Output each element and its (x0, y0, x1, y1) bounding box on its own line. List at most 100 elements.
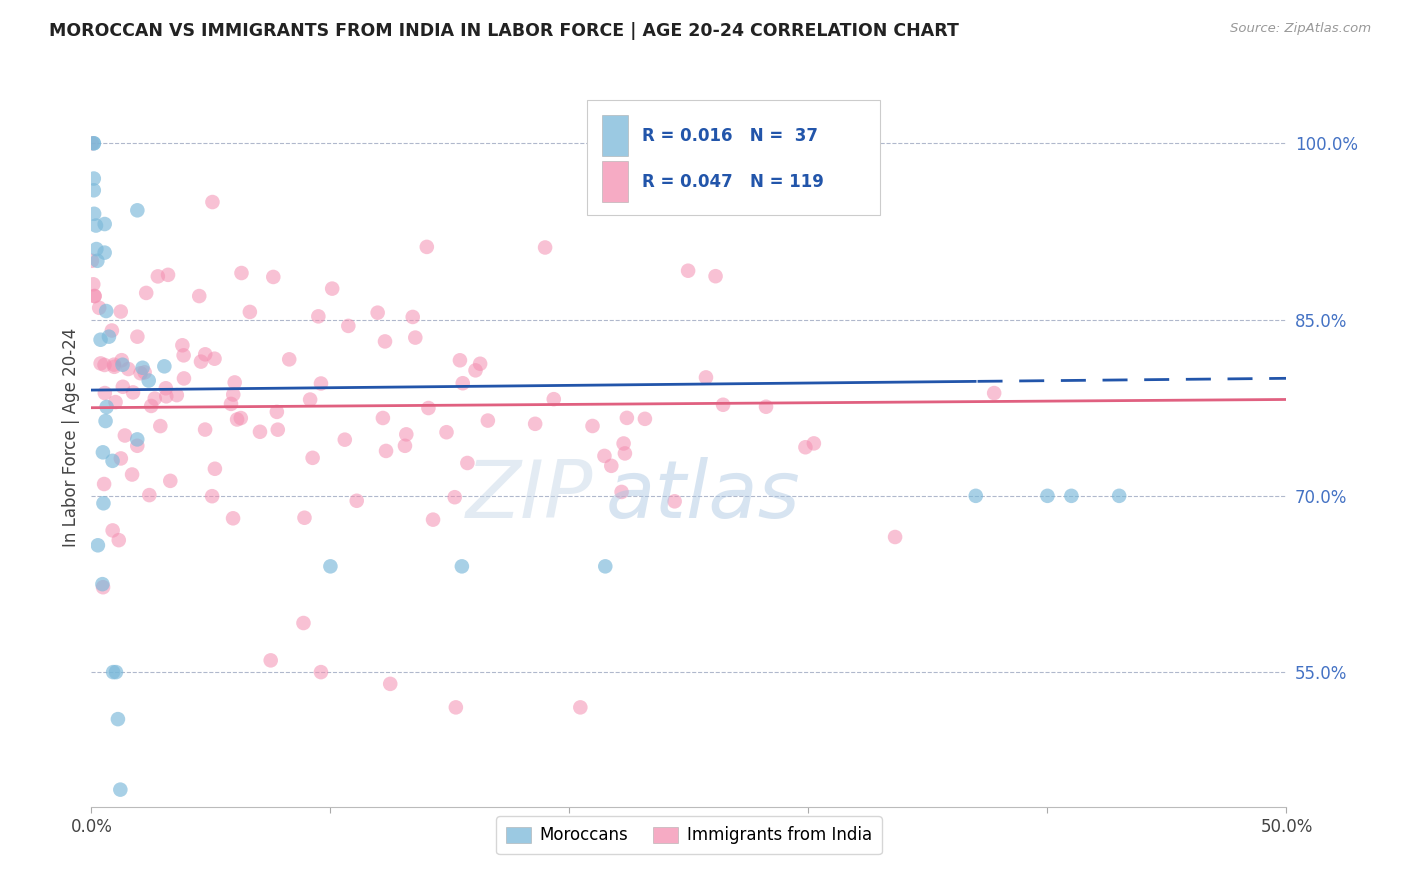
Point (86, 253, 108, 268)
Point (224, 376, 246, 390)
Text: MOROCCAN VS IMMIGRANTS FROM INDIA IN LABOR FORCE | AGE 20-24 CORRELATION CHART: MOROCCAN VS IMMIGRANTS FROM INDIA IN LAB… (49, 22, 959, 40)
Point (153, 359, 176, 374)
Point (219, 397, 242, 411)
Point (226, 412, 249, 426)
Point (80, 253, 103, 268)
Point (127, 439, 149, 453)
Point (155, 389, 177, 403)
Point (190, 354, 212, 368)
Point (83, 289, 105, 303)
Point (114, 428, 136, 442)
Point (155, 381, 177, 395)
Point (201, 489, 224, 503)
Point (711, 398, 734, 412)
Point (143, 392, 166, 406)
Point (104, 395, 127, 409)
Point (149, 419, 172, 434)
Point (103, 359, 125, 374)
Point (96, 304, 118, 318)
Point (127, 433, 149, 447)
Point (204, 351, 226, 366)
Point (451, 376, 474, 391)
Point (159, 474, 181, 488)
Point (262, 269, 284, 284)
Point (704, 269, 727, 284)
Point (321, 282, 343, 296)
Point (884, 530, 907, 544)
Point (610, 485, 633, 500)
Point (83, 136, 105, 151)
Point (90, 356, 112, 370)
Point (83, 183, 105, 197)
Point (755, 400, 778, 414)
Point (444, 700, 467, 714)
Point (91, 445, 114, 459)
Point (371, 411, 394, 425)
Point (309, 665, 332, 679)
Point (593, 559, 616, 574)
Point (93, 496, 115, 510)
Point (309, 376, 332, 391)
Point (138, 374, 160, 388)
Point (294, 510, 316, 524)
Point (803, 436, 825, 450)
Point (404, 330, 426, 344)
Point (676, 264, 699, 278)
Point (80, 136, 103, 151)
Text: ZIP: ZIP (465, 458, 593, 535)
Point (374, 334, 396, 349)
Point (121, 467, 143, 482)
Point (613, 446, 636, 460)
Y-axis label: In Labor Force | Age 20-24: In Labor Force | Age 20-24 (62, 327, 80, 547)
Point (122, 385, 145, 400)
Point (83, 171, 105, 186)
Point (201, 195, 224, 210)
Point (103, 358, 125, 372)
Point (477, 413, 499, 427)
Point (1060, 489, 1083, 503)
Point (464, 363, 486, 377)
Point (101, 665, 124, 679)
Point (337, 318, 360, 333)
Point (249, 425, 271, 439)
Point (468, 357, 491, 371)
Point (600, 458, 623, 473)
Point (1108, 489, 1130, 503)
Point (292, 615, 315, 630)
Point (278, 352, 301, 367)
Point (93, 358, 115, 372)
Point (418, 401, 440, 415)
Point (524, 417, 547, 431)
Point (266, 405, 288, 419)
Point (239, 305, 262, 319)
Point (456, 456, 478, 470)
Point (194, 347, 217, 361)
Point (83, 136, 105, 151)
Point (157, 268, 180, 282)
Point (93, 217, 115, 231)
Point (101, 524, 124, 538)
Point (593, 449, 616, 463)
Point (111, 380, 134, 394)
Point (104, 665, 127, 679)
Point (107, 533, 129, 548)
Point (89, 301, 111, 315)
Point (449, 353, 471, 368)
Point (267, 423, 290, 437)
Point (965, 489, 987, 503)
Point (90, 333, 112, 347)
Point (307, 310, 329, 324)
Point (129, 366, 152, 380)
Point (613, 436, 636, 450)
Text: Source: ZipAtlas.com: Source: ZipAtlas.com (1230, 22, 1371, 36)
Text: R = 0.047   N = 119: R = 0.047 N = 119 (643, 173, 824, 191)
Point (301, 450, 323, 465)
Point (229, 411, 252, 425)
Point (173, 371, 195, 385)
Point (222, 387, 245, 401)
Point (110, 304, 132, 318)
Point (319, 559, 342, 574)
Point (110, 451, 132, 466)
Point (93, 477, 115, 491)
Point (93, 245, 115, 260)
